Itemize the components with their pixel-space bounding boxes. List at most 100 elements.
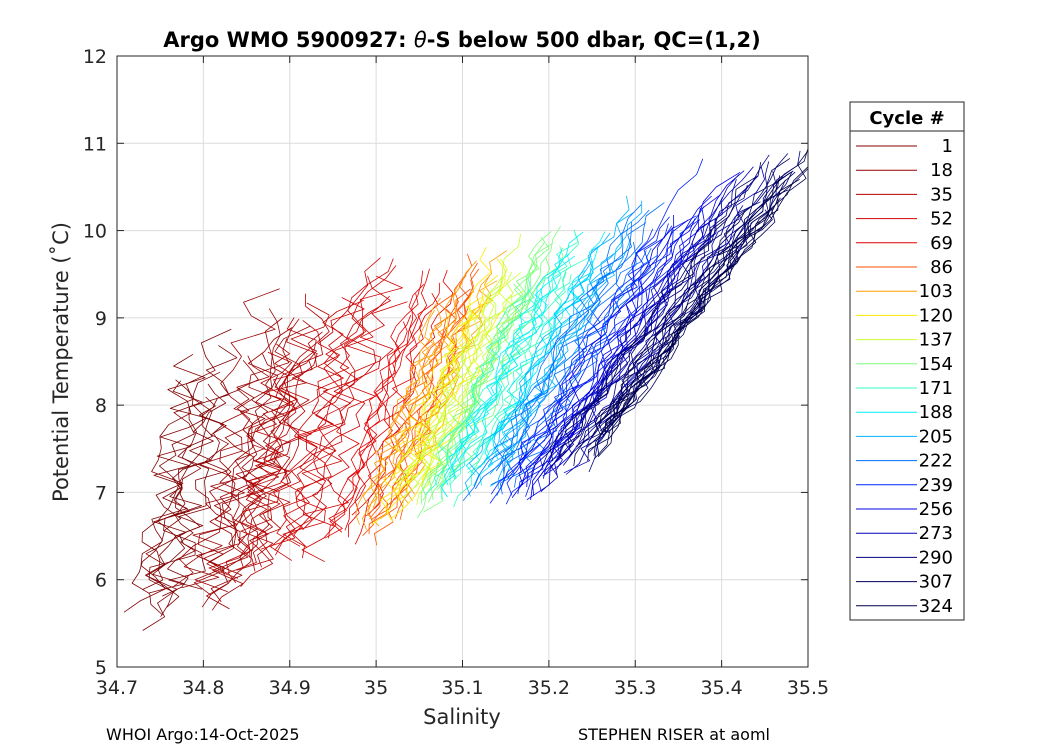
- profile-line: [225, 318, 318, 574]
- profile-line: [479, 245, 599, 486]
- profile-line: [361, 284, 459, 530]
- legend-label: 120: [919, 305, 953, 326]
- profile-line: [550, 166, 754, 456]
- profile-line: [502, 221, 632, 474]
- profile-line: [443, 288, 543, 486]
- profile-line: [193, 338, 290, 608]
- profile-line: [144, 371, 221, 608]
- profile-line: [367, 260, 477, 527]
- profile-line: [324, 321, 408, 539]
- legend: Cycle # 1 18 35 52 69 86 103 120 137 154 171 188 205…: [849, 101, 965, 621]
- profile-line: [602, 178, 800, 436]
- x-tick-label: 35.2: [528, 677, 570, 699]
- x-tick-label: 34.9: [269, 677, 311, 699]
- x-axis-label: Salinity: [423, 705, 501, 729]
- profile-line: [260, 299, 364, 550]
- profile-line: [354, 292, 439, 545]
- series-52: [260, 257, 408, 563]
- y-tick-label: 9: [95, 308, 107, 330]
- profile-line: [173, 288, 280, 587]
- profile-line: [453, 257, 589, 508]
- profile-line: [531, 197, 723, 478]
- profile-line: [518, 219, 689, 486]
- legend-label: 69: [930, 233, 953, 254]
- profile-line: [521, 247, 652, 460]
- profile-line: [526, 195, 712, 488]
- x-tick-label: 35: [364, 677, 388, 699]
- profile-line: [142, 328, 232, 631]
- profile-line: [429, 290, 524, 480]
- profile-line: [448, 231, 584, 478]
- profile-line: [449, 275, 562, 493]
- profile-line: [595, 171, 796, 436]
- x-tick-label: 34.8: [182, 677, 224, 699]
- profile-line: [422, 312, 502, 486]
- profile-line: [428, 242, 545, 500]
- profile-line: [240, 302, 330, 568]
- profile-line: [593, 150, 809, 456]
- profile-line: [425, 277, 532, 495]
- profile-line: [282, 295, 390, 559]
- profile-line: [474, 222, 647, 490]
- profile-line: [393, 306, 473, 484]
- legend-label: 290: [919, 547, 953, 568]
- footer-right: STEPHEN RISER at aoml: [578, 725, 770, 744]
- profile-line: [587, 207, 772, 462]
- profile-line: [465, 270, 586, 476]
- legend-label: 273: [919, 523, 953, 544]
- profile-line: [594, 171, 777, 426]
- profile-line: [194, 327, 293, 593]
- profile-line: [433, 288, 535, 487]
- profile-line: [540, 175, 759, 492]
- profile-line: [302, 275, 403, 531]
- y-tick-label: 7: [95, 482, 107, 504]
- profile-line: [148, 345, 238, 617]
- profile-line: [448, 253, 570, 478]
- legend-label: 1: [942, 136, 953, 157]
- profile-line: [236, 293, 330, 572]
- profile-line: [517, 223, 669, 489]
- legend-label: 205: [919, 426, 953, 447]
- profile-line: [240, 331, 329, 587]
- profile-line: [333, 315, 412, 527]
- profile-line: [494, 209, 650, 472]
- profile-line: [559, 219, 727, 458]
- legend-label: 188: [919, 402, 953, 423]
- legend-label: 307: [919, 572, 953, 593]
- profile-line: [355, 297, 441, 525]
- profile-line: [441, 229, 579, 500]
- profile-line: [496, 202, 665, 496]
- y-tick-label: 12: [83, 46, 107, 68]
- legend-label: 154: [919, 354, 953, 375]
- profile-line: [293, 275, 391, 548]
- profile-line: [590, 170, 794, 438]
- profile-line: [273, 297, 365, 551]
- profile-line: [347, 268, 430, 538]
- legend-label: 256: [919, 499, 953, 520]
- profile-line: [428, 258, 537, 503]
- profile-line: [427, 295, 513, 477]
- profile-line: [239, 317, 317, 569]
- profile-line: [328, 270, 424, 539]
- profile-line: [351, 282, 441, 516]
- profile-line: [404, 277, 502, 485]
- profile-line: [519, 214, 675, 473]
- profile-line: [548, 179, 737, 476]
- y-tick-label: 10: [83, 221, 107, 243]
- profile-line: [365, 270, 454, 517]
- x-tick-label: 35.3: [614, 677, 656, 699]
- chart-title: Argo WMO 5900927: θ-S below 500 dbar, QC…: [163, 28, 760, 52]
- profile-line: [270, 257, 381, 561]
- profile-line: [462, 204, 642, 501]
- series-222: [462, 202, 665, 501]
- profile-line: [369, 253, 473, 519]
- legend-label: 18: [930, 160, 953, 181]
- profile-line: [402, 233, 521, 509]
- profile-line: [506, 225, 673, 496]
- legend-label: 86: [930, 257, 953, 278]
- profile-line: [344, 284, 425, 531]
- series-137: [393, 233, 524, 509]
- profile-line: [440, 255, 575, 498]
- profile-line: [275, 265, 397, 556]
- profile-line: [450, 247, 563, 461]
